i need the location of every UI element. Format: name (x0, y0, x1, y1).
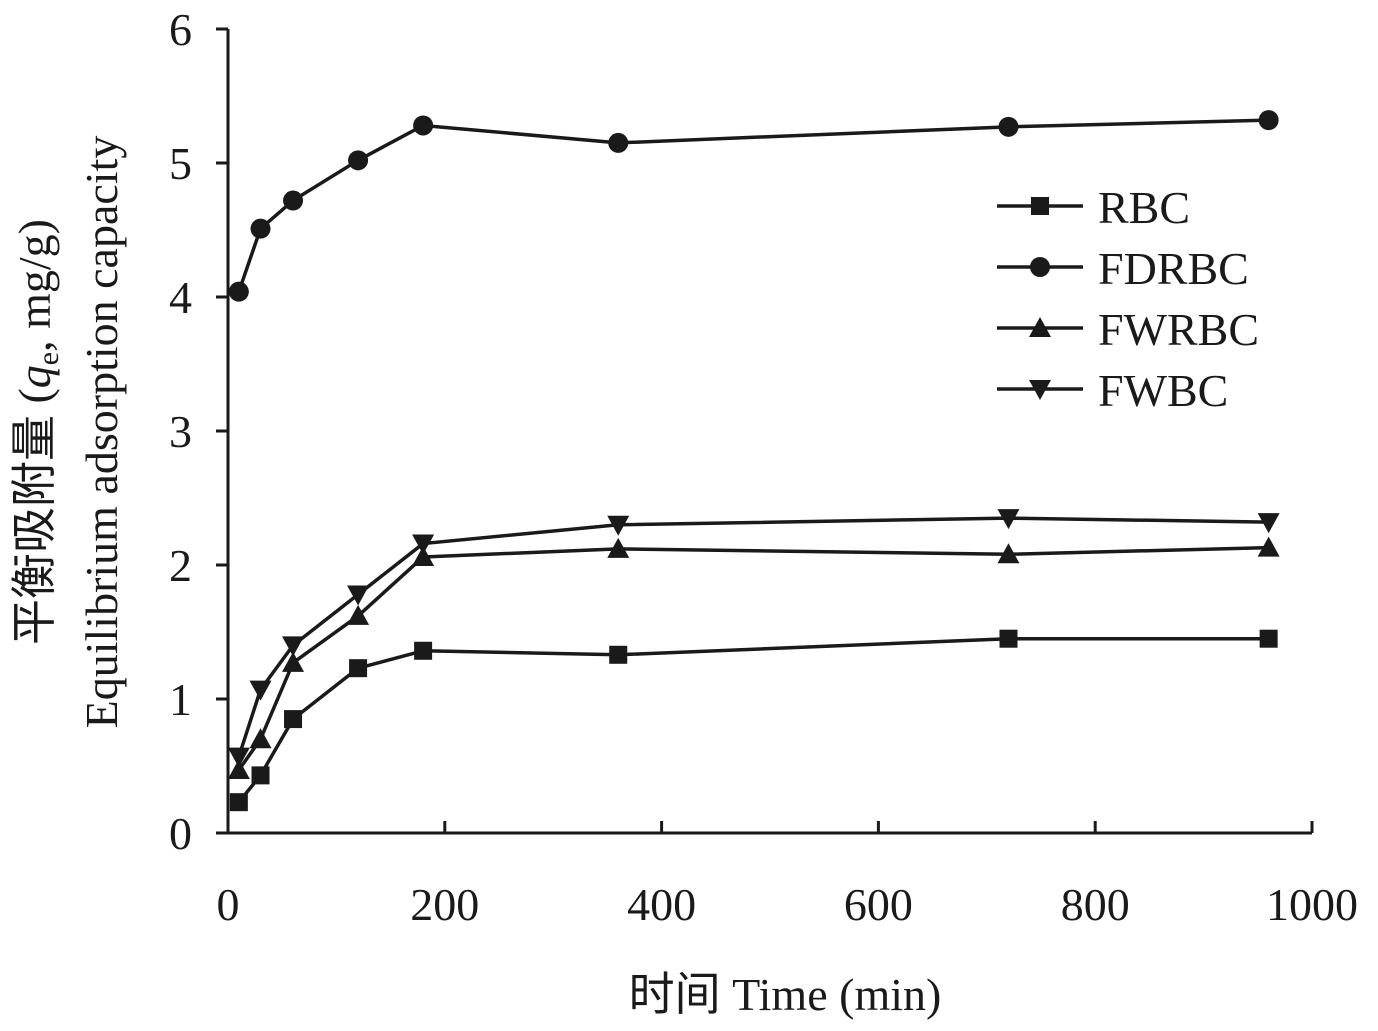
series-layer (227, 110, 1280, 812)
data-point-fwrbc (1257, 536, 1280, 557)
data-point-rbc (349, 659, 368, 678)
y-axis-title-suffix: , mg/g) (9, 219, 60, 352)
series-fwbc (227, 509, 1280, 768)
data-point-fwbc (607, 515, 630, 536)
data-point-fwbc (249, 680, 272, 701)
x-tick-label: 600 (844, 879, 913, 930)
data-point-fwbc (282, 636, 305, 657)
x-tick-label: 400 (627, 879, 696, 930)
axes (226, 29, 1312, 835)
data-point-fdrbc (228, 281, 249, 302)
data-point-fdrbc (250, 218, 271, 239)
legend-item-fwrbc: FWRBC (997, 304, 1259, 355)
data-point-fwrbc (227, 759, 250, 780)
legend: RBC FDRBC FWRBC FWBC (997, 182, 1259, 416)
data-point-fwbc (997, 509, 1020, 530)
data-point-rbc (251, 766, 270, 785)
data-point-rbc (1259, 629, 1278, 648)
y-tick-label: 3 (169, 406, 192, 457)
y-axis-title-subscript: e (32, 352, 65, 365)
y-tick-label: 2 (169, 540, 192, 591)
y-axis-title-q: q (9, 365, 60, 388)
data-point-fdrbc (998, 116, 1019, 137)
y-tick-label: 1 (169, 674, 192, 725)
data-point-fwrbc (282, 651, 305, 672)
data-point-fwrbc (347, 604, 370, 625)
legend-marker (1029, 380, 1051, 400)
data-point-fdrbc (283, 190, 304, 211)
data-point-rbc (229, 793, 248, 812)
data-point-fwrbc (249, 728, 272, 749)
series-fdrbc (228, 110, 1279, 302)
data-point-fwrbc (607, 537, 630, 558)
x-tick-label: 1000 (1266, 879, 1358, 930)
legend-label: FWBC (1098, 365, 1228, 416)
data-point-fwbc (1257, 513, 1280, 534)
series-fwrbc (227, 536, 1280, 780)
x-tick-label: 800 (1061, 879, 1130, 930)
data-point-fdrbc (1258, 110, 1279, 131)
legend-item-fdrbc: FDRBC (997, 243, 1249, 294)
legend-marker (1031, 197, 1049, 215)
data-point-rbc (284, 710, 303, 729)
y-axis-ticks: 0 1 2 3 4 5 6 (169, 4, 228, 859)
legend-marker (1030, 257, 1050, 277)
y-axis-title-chinese: 平衡吸附量 (qe, mg/g) (9, 219, 65, 645)
data-point-fwrbc (412, 545, 435, 566)
y-tick-label: 4 (169, 272, 192, 323)
data-point-fwbc (227, 747, 250, 768)
legend-label: FWRBC (1098, 304, 1259, 355)
data-point-rbc (609, 645, 628, 664)
legend-item-fwbc: FWBC (997, 365, 1228, 416)
legend-item-rbc: RBC (997, 182, 1190, 233)
y-tick-label: 6 (169, 4, 192, 55)
data-point-fdrbc (348, 150, 369, 171)
data-point-fdrbc (608, 132, 629, 153)
x-axis-title: 时间 Time (min) (629, 969, 942, 1020)
legend-label: FDRBC (1098, 243, 1249, 294)
legend-label: RBC (1098, 182, 1190, 233)
data-point-fwbc (412, 534, 435, 555)
data-point-rbc (999, 629, 1018, 648)
y-tick-label: 0 (169, 808, 192, 859)
data-point-fdrbc (413, 115, 434, 136)
y-axis-title-english: Equilibrium adsorption capacity (76, 136, 127, 729)
series-line-fwrbc (237, 545, 1269, 772)
series-line-rbc (237, 636, 1269, 804)
y-axis-title-prefix: 平衡吸附量 ( (9, 388, 60, 645)
x-axis-ticks: 0 200 400 600 800 1000 (217, 821, 1358, 930)
x-tick-label: 0 (217, 879, 240, 930)
series-rbc (229, 629, 1278, 812)
y-tick-label: 5 (169, 138, 192, 189)
data-point-fwrbc (997, 543, 1020, 564)
data-point-fwbc (347, 585, 370, 606)
x-tick-label: 200 (410, 879, 479, 930)
legend-marker (1029, 317, 1051, 337)
data-point-rbc (414, 641, 433, 660)
